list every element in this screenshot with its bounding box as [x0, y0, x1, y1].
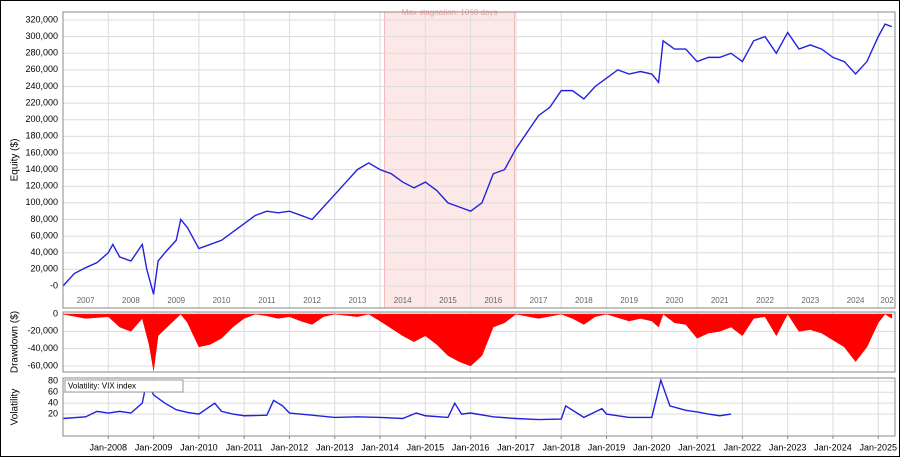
x-tick-label: Jan-2020: [633, 442, 671, 452]
y-tick-label: 200,000: [25, 114, 58, 124]
x-tick-label: Jan-2021: [678, 442, 716, 452]
y-tick-label: 300,000: [25, 31, 58, 41]
x-tick-label: Jan-2012: [271, 442, 309, 452]
year-label: 2020: [666, 296, 684, 305]
year-label: 2008: [122, 296, 140, 305]
year-label: 2014: [394, 296, 412, 305]
y-tick-label: 120,000: [25, 181, 58, 191]
x-tick-label: Jan-2013: [316, 442, 354, 452]
year-label: 2013: [348, 296, 366, 305]
plot-border: [62, 311, 896, 373]
stagnation-band: [384, 11, 516, 309]
x-tick-label: Jan-2016: [452, 442, 490, 452]
x-tick-label: Jan-2022: [724, 442, 762, 452]
x-tick-label: Jan-2019: [588, 442, 626, 452]
year-label: 2017: [530, 296, 548, 305]
y-tick-label: 280,000: [25, 48, 58, 58]
y-tick-label: -60,000: [27, 360, 58, 370]
x-tick-label: Jan-2011: [226, 442, 263, 452]
x-tick-label: Jan-2023: [769, 442, 807, 452]
year-label: 2019: [620, 296, 638, 305]
x-tick-label: Jan-2024: [814, 442, 852, 452]
plot-border: [62, 11, 896, 309]
year-label: 2011: [258, 296, 276, 305]
y-tick-label: 40,000: [30, 247, 58, 257]
y-tick-label: 140,000: [25, 164, 58, 174]
year-label: 2022: [756, 296, 774, 305]
y-tick-label: 40: [48, 398, 58, 408]
y-tick-label: 180,000: [25, 131, 58, 141]
y-tick-label: 260,000: [25, 64, 58, 74]
y-tick-label: -20,000: [27, 326, 58, 336]
year-label: 2007: [77, 296, 95, 305]
stagnation-label: Max stagnation: 1068 days: [402, 8, 498, 17]
year-label: 2023: [801, 296, 819, 305]
plot-border: [62, 377, 896, 437]
year-label: 2016: [484, 296, 502, 305]
series-group: [63, 313, 893, 371]
series-line: [63, 23, 893, 295]
y-tick-label: 320,000: [25, 14, 58, 24]
y-tick-label: 100,000: [25, 197, 58, 207]
y-axis-label: Equity ($): [10, 139, 21, 182]
x-tick-label: Jan-2017: [497, 442, 535, 452]
year-label: 2015: [439, 296, 457, 305]
plot-area: [63, 378, 895, 436]
y-axis-label: Volatility: [10, 389, 21, 426]
year-label: 2018: [575, 296, 593, 305]
y-tick-label: 0: [53, 308, 58, 318]
legend-box: [64, 379, 184, 393]
legend-label: Volatility: VIX index: [68, 382, 136, 391]
y-tick-label: 20: [48, 408, 58, 418]
y-tick-label: 20,000: [30, 264, 58, 274]
year-label: 2009: [167, 296, 185, 305]
y-axis-label: Drawdown ($): [10, 311, 21, 373]
year-label: 202: [880, 296, 894, 305]
y-tick-label: 80: [48, 376, 58, 386]
series-group: [63, 23, 893, 295]
year-label: 2024: [847, 296, 865, 305]
series-line: [63, 378, 732, 421]
y-tick-label: -40,000: [27, 343, 58, 353]
x-tick-label: Jan-2009: [135, 442, 173, 452]
y-tick-label: 160,000: [25, 147, 58, 157]
year-label: 2012: [303, 296, 321, 305]
y-tick-label: 60,000: [30, 230, 58, 240]
y-tick-label: -0: [50, 280, 58, 290]
x-tick-label: Jan-2014: [361, 442, 399, 452]
y-tick-label: 60: [48, 387, 58, 397]
x-tick-label: Jan-2018: [542, 442, 580, 452]
x-tick-label: Jan-2025: [859, 442, 897, 452]
year-label: 2021: [711, 296, 729, 305]
y-tick-label: 80,000: [30, 214, 58, 224]
y-tick-label: 240,000: [25, 81, 58, 91]
year-label: 2010: [213, 296, 231, 305]
x-tick-label: Jan-2008: [90, 442, 128, 452]
y-tick-label: 220,000: [25, 97, 58, 107]
drawdown-area: [63, 313, 893, 371]
series-group: [63, 378, 732, 421]
x-tick-label: Jan-2010: [180, 442, 218, 452]
x-tick-label: Jan-2015: [407, 442, 445, 452]
